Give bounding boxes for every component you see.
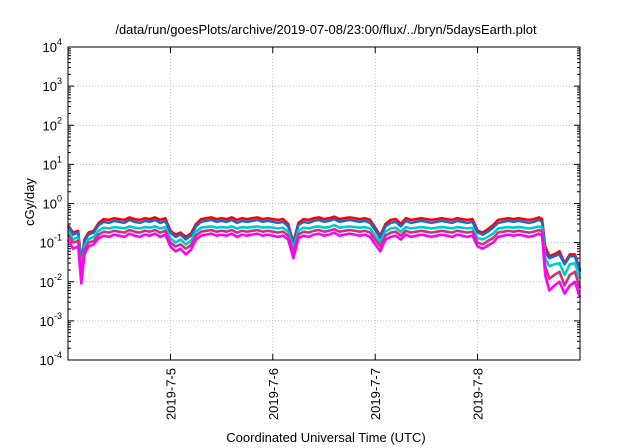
y-tick-label: 104 [43, 37, 62, 55]
x-axis-label: Coordinated Universal Time (UTC) [226, 430, 425, 445]
grid [68, 46, 580, 361]
y-tick-label: 103 [43, 76, 62, 94]
series-line-3 [66, 227, 582, 289]
x-tick-label: 2019-7-7 [368, 368, 383, 420]
x-tick-label: 2019-7-8 [471, 368, 486, 420]
series-line-0 [66, 215, 582, 271]
x-ticks: 2019-7-5 2019-7-6 2019-7-7 2019-7-8 [163, 47, 486, 420]
y-tick-label: 100 [43, 194, 62, 212]
x-tick-label: 2019-7-6 [266, 368, 281, 420]
y-tick-label: 10-3 [40, 311, 62, 329]
y-tick-label: 10-1 [40, 233, 62, 251]
y-tick-label: 10-2 [40, 272, 62, 290]
plot-frame [67, 46, 581, 361]
y-ticks: 10-4 10-3 10-2 10-1 100 101 102 103 104 [40, 37, 580, 368]
y-axis-label: cGy/day [22, 178, 37, 226]
series-line-4 [66, 231, 582, 298]
chart-title: /data/run/goesPlots/archive/2019-07-08/2… [115, 22, 537, 37]
series-line-2 [66, 223, 582, 280]
y-tick-label: 102 [43, 115, 62, 133]
series-line-1 [66, 217, 582, 273]
y-tick-label: 10-4 [40, 350, 62, 368]
y-tick-label: 101 [43, 154, 62, 172]
series-group [66, 215, 582, 298]
x-tick-label: 2019-7-5 [163, 368, 178, 420]
